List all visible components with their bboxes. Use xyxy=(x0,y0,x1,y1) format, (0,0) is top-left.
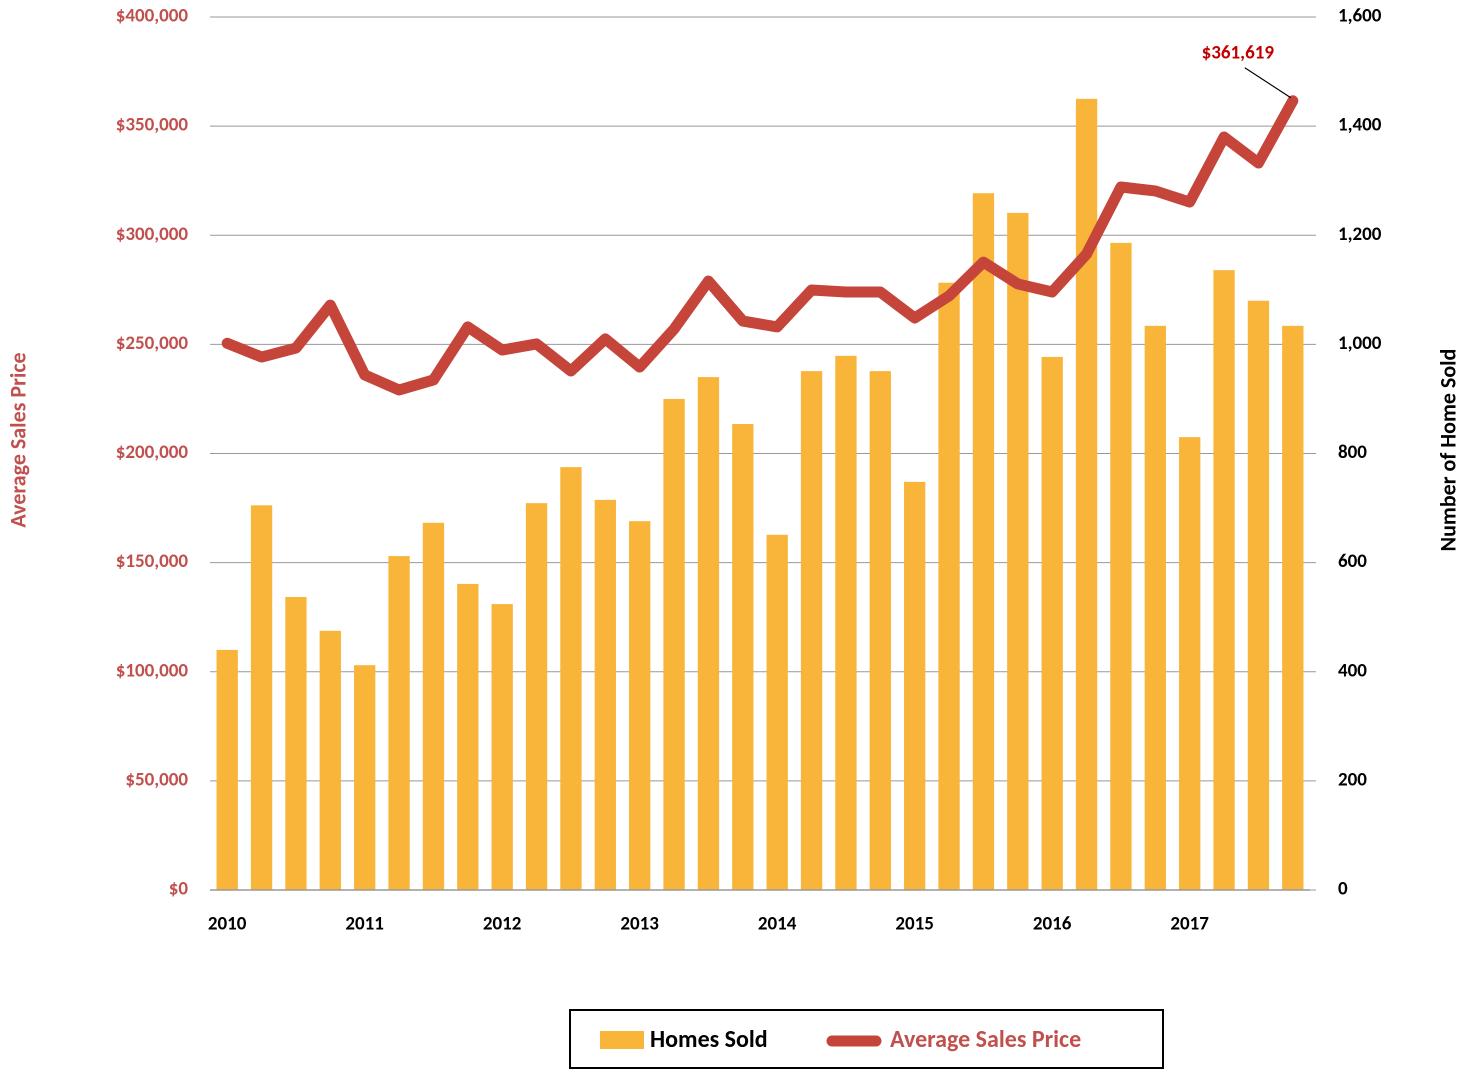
bar xyxy=(250,505,273,890)
data-label: $361,619 xyxy=(1202,41,1275,64)
x-tick-label: 2014 xyxy=(758,913,797,936)
y2-tick-label: 0 xyxy=(1338,878,1348,901)
bar xyxy=(697,377,720,890)
legend-label: Homes Sold xyxy=(650,1025,768,1054)
y-tick-label: $200,000 xyxy=(116,441,189,464)
bar xyxy=(319,630,341,890)
bar xyxy=(1007,212,1029,890)
x-tick-label: 2013 xyxy=(620,913,659,936)
y-tick-label: $400,000 xyxy=(116,5,189,28)
bar xyxy=(1213,270,1235,890)
bar xyxy=(422,522,445,890)
y2-tick-label: 800 xyxy=(1338,441,1367,464)
bar xyxy=(766,534,788,890)
bar xyxy=(1110,242,1132,891)
bar xyxy=(1179,437,1201,890)
bar xyxy=(1075,98,1098,890)
bar xyxy=(835,355,857,890)
y2-tick-label: 200 xyxy=(1338,768,1367,791)
bar xyxy=(972,193,995,890)
y-tick-label: $250,000 xyxy=(116,332,189,355)
y2-tick-label: 1,000 xyxy=(1338,332,1382,355)
bar xyxy=(1144,325,1166,891)
bar xyxy=(732,424,754,890)
y2-tick-label: 400 xyxy=(1338,659,1367,682)
bar xyxy=(904,481,926,890)
bar xyxy=(1247,300,1270,891)
bar xyxy=(388,556,410,890)
legend-swatch xyxy=(600,1031,644,1049)
leader-line xyxy=(1244,67,1292,99)
y2-tick-label: 1,400 xyxy=(1338,114,1382,137)
bar xyxy=(216,649,238,890)
bar xyxy=(285,596,307,890)
bar xyxy=(629,521,651,890)
y-tick-label: $0 xyxy=(169,878,189,901)
bar xyxy=(869,371,891,891)
bar xyxy=(800,371,823,891)
y2-tick-label: 1,200 xyxy=(1338,223,1382,246)
bar xyxy=(491,604,513,890)
y-tick-label: $300,000 xyxy=(116,223,189,246)
bar xyxy=(1282,325,1304,891)
bar xyxy=(560,467,582,890)
x-tick-label: 2015 xyxy=(895,913,934,936)
y2-tick-label: 600 xyxy=(1338,550,1367,573)
y-tick-label: $350,000 xyxy=(116,114,189,137)
x-tick-label: 2011 xyxy=(345,913,384,936)
y-tick-label: $100,000 xyxy=(116,659,189,682)
bar xyxy=(663,398,685,890)
bar xyxy=(938,282,960,890)
bar xyxy=(1041,356,1063,890)
bar xyxy=(594,499,616,890)
y2-tick-label: 1,600 xyxy=(1338,5,1382,28)
x-tick-label: 2017 xyxy=(1170,913,1209,936)
y-tick-label: $150,000 xyxy=(116,550,189,573)
y-tick-label: $50,000 xyxy=(125,768,188,791)
x-tick-label: 2012 xyxy=(483,913,522,936)
x-tick-label: 2016 xyxy=(1033,913,1072,936)
line xyxy=(221,95,1299,396)
x-tick-label: 2010 xyxy=(208,913,247,936)
legend-label: Average Sales Price xyxy=(890,1025,1081,1054)
y-axis-title: Average Sales Price xyxy=(4,352,31,527)
bar xyxy=(525,503,548,890)
bar xyxy=(457,583,479,890)
y2-axis-title: Number of Home Sold xyxy=(1434,349,1461,552)
bar xyxy=(354,665,376,890)
